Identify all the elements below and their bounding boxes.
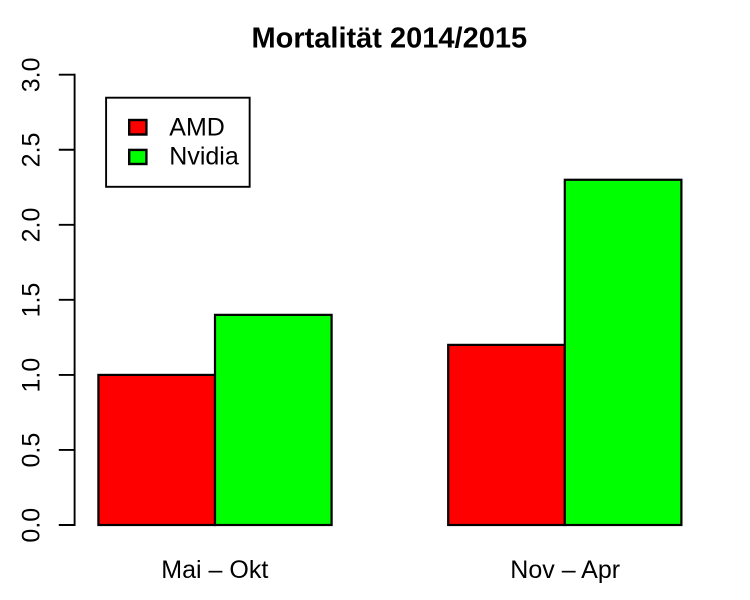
svg-text:2.5: 2.5 (17, 133, 45, 168)
svg-text:Nov – Apr: Nov – Apr (510, 556, 620, 584)
svg-text:3.0: 3.0 (17, 58, 45, 93)
svg-text:1.0: 1.0 (17, 358, 45, 393)
svg-text:0.5: 0.5 (17, 433, 45, 468)
svg-text:Mai – Okt: Mai – Okt (161, 556, 268, 584)
svg-text:1.5: 1.5 (17, 283, 45, 318)
svg-text:2.0: 2.0 (17, 208, 45, 243)
svg-text:0.0: 0.0 (17, 508, 45, 543)
svg-text:Nvidia: Nvidia (169, 142, 239, 170)
svg-text:Mortalität 2014/2015: Mortalität 2014/2015 (251, 22, 527, 54)
svg-text:AMD: AMD (169, 113, 225, 141)
